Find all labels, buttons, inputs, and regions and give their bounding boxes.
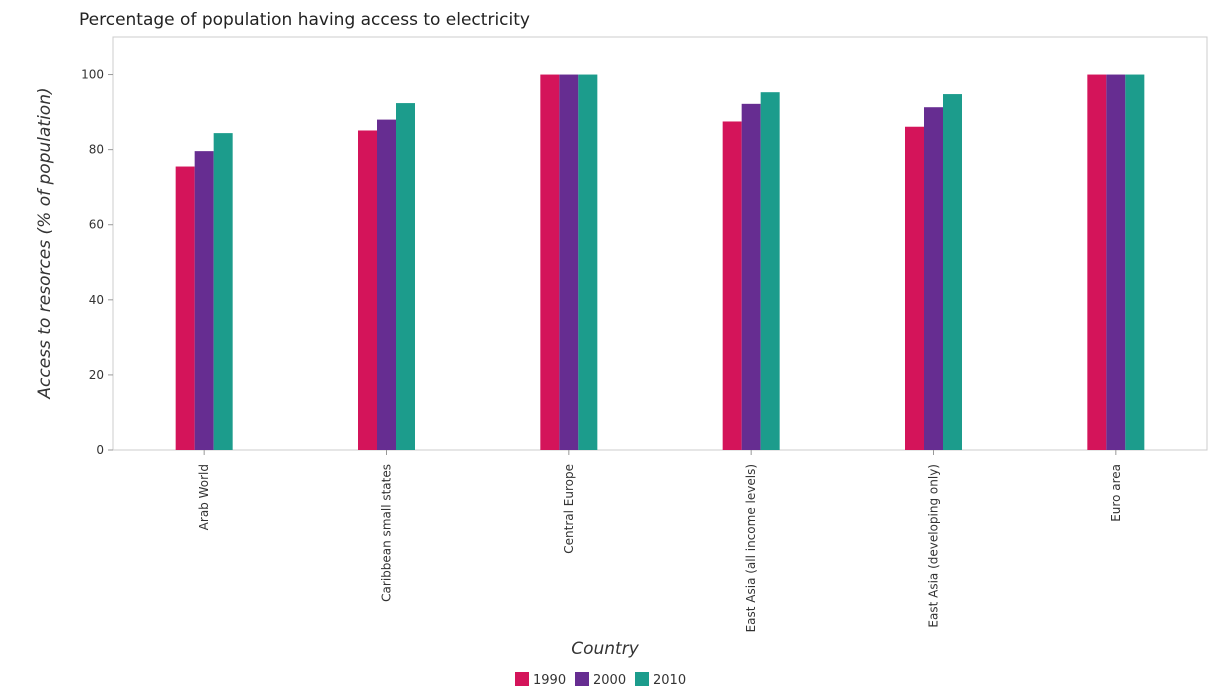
y-tick-label: 80 <box>89 143 104 157</box>
bar-1990-east-asia-all-income-levels- <box>722 121 742 451</box>
plot-area <box>112 36 1208 451</box>
x-axis-label: Country <box>571 639 639 659</box>
legend: 1990 2000 2010 <box>515 672 686 688</box>
legend-swatch-1990 <box>515 672 529 686</box>
legend-label-2010: 2010 <box>653 673 686 688</box>
y-tick-label: 60 <box>89 218 104 232</box>
bar-2010-euro-area <box>1125 74 1145 450</box>
bar-2010-east-asia-all-income-levels- <box>760 92 780 450</box>
y-tick-label: 20 <box>89 368 104 382</box>
bar-1990-caribbean-small-states <box>358 130 377 451</box>
y-axis-label: Access to resorces (% of population) <box>35 87 55 399</box>
legend-label-1990: 1990 <box>533 673 566 688</box>
bar-1990-central-europe <box>540 74 560 450</box>
legend-swatch-2010 <box>635 672 649 686</box>
x-tick-label: Central Europe <box>562 464 576 554</box>
y-axis: 0 20 40 60 80 100 <box>81 37 114 457</box>
x-tick-label: Caribbean small states <box>380 464 394 602</box>
bar-2000-arab-world <box>194 151 214 450</box>
bar-2010-arab-world <box>213 133 233 450</box>
bar-1990-arab-world <box>175 166 195 451</box>
bar-2000-caribbean-small-states <box>377 119 396 450</box>
bar-2000-east-asia-all-income-levels- <box>741 103 761 451</box>
bar-2010-caribbean-small-states <box>396 103 415 450</box>
x-tick-label: East Asia (developing only) <box>927 464 941 628</box>
bar-2000-euro-area <box>1106 74 1126 450</box>
bar-2010-central-europe <box>578 74 598 450</box>
bar-2000-central-europe <box>559 74 579 450</box>
legend-swatch-2000 <box>575 672 589 686</box>
x-axis: Arab World Caribbean small states Central … <box>197 450 1123 632</box>
y-tick-label: 40 <box>89 293 104 307</box>
x-tick-label: Arab World <box>197 464 211 530</box>
bar-2000-east-asia-developing-only- <box>924 107 943 451</box>
bar-1990-euro-area <box>1087 74 1107 450</box>
chart-title: Percentage of population having access t… <box>79 10 530 30</box>
y-tick-label: 0 <box>96 443 104 457</box>
y-tick-label: 100 <box>81 68 104 82</box>
bar-2010-east-asia-developing-only- <box>943 94 962 450</box>
bar-1990-east-asia-developing-only- <box>905 126 924 450</box>
legend-label-2000: 2000 <box>593 673 626 688</box>
x-tick-label: East Asia (all income levels) <box>744 464 758 632</box>
bars <box>175 74 1145 451</box>
x-tick-label: Euro area <box>1109 464 1123 522</box>
